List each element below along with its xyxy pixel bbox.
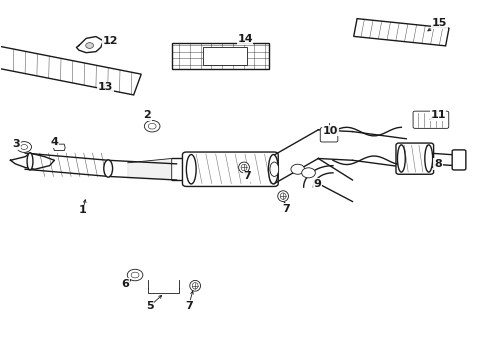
Polygon shape bbox=[10, 153, 54, 169]
Ellipse shape bbox=[270, 162, 279, 176]
Circle shape bbox=[21, 144, 27, 149]
FancyBboxPatch shape bbox=[182, 152, 278, 186]
Ellipse shape bbox=[278, 191, 289, 202]
Text: 7: 7 bbox=[185, 301, 193, 311]
Circle shape bbox=[302, 168, 316, 178]
Text: 14: 14 bbox=[237, 35, 253, 44]
Text: 8: 8 bbox=[434, 159, 442, 169]
Ellipse shape bbox=[425, 145, 433, 172]
Text: 12: 12 bbox=[103, 36, 119, 46]
Text: 1: 1 bbox=[79, 206, 87, 216]
Ellipse shape bbox=[190, 280, 200, 291]
Polygon shape bbox=[76, 37, 103, 53]
Text: 11: 11 bbox=[430, 111, 446, 121]
Circle shape bbox=[291, 164, 305, 174]
FancyBboxPatch shape bbox=[396, 143, 434, 174]
Text: 6: 6 bbox=[122, 279, 129, 289]
Ellipse shape bbox=[27, 153, 33, 170]
Text: 4: 4 bbox=[50, 138, 58, 147]
Text: 10: 10 bbox=[323, 126, 338, 135]
Circle shape bbox=[148, 123, 156, 129]
Text: 15: 15 bbox=[432, 18, 447, 28]
Ellipse shape bbox=[269, 154, 278, 184]
Text: 5: 5 bbox=[146, 301, 153, 311]
Bar bbox=[0, 46, 141, 95]
Circle shape bbox=[127, 269, 143, 281]
FancyBboxPatch shape bbox=[452, 150, 466, 170]
Circle shape bbox=[145, 121, 160, 132]
FancyBboxPatch shape bbox=[320, 128, 338, 142]
Text: 13: 13 bbox=[98, 82, 113, 93]
Polygon shape bbox=[128, 158, 172, 180]
Circle shape bbox=[86, 42, 94, 48]
Text: 2: 2 bbox=[144, 111, 151, 121]
Text: 3: 3 bbox=[13, 139, 20, 149]
Text: 7: 7 bbox=[244, 171, 251, 181]
FancyBboxPatch shape bbox=[413, 111, 449, 129]
Bar bbox=[354, 19, 449, 46]
Ellipse shape bbox=[192, 283, 198, 289]
Ellipse shape bbox=[397, 145, 405, 172]
Text: 7: 7 bbox=[283, 204, 291, 214]
Polygon shape bbox=[53, 144, 65, 150]
Text: 9: 9 bbox=[314, 179, 321, 189]
Ellipse shape bbox=[241, 164, 247, 171]
Circle shape bbox=[17, 141, 31, 152]
Ellipse shape bbox=[239, 162, 249, 173]
Ellipse shape bbox=[280, 193, 286, 199]
Bar bbox=[172, 43, 270, 69]
Ellipse shape bbox=[186, 154, 196, 184]
Bar bbox=[203, 46, 247, 65]
Circle shape bbox=[131, 272, 139, 278]
Ellipse shape bbox=[104, 160, 113, 177]
